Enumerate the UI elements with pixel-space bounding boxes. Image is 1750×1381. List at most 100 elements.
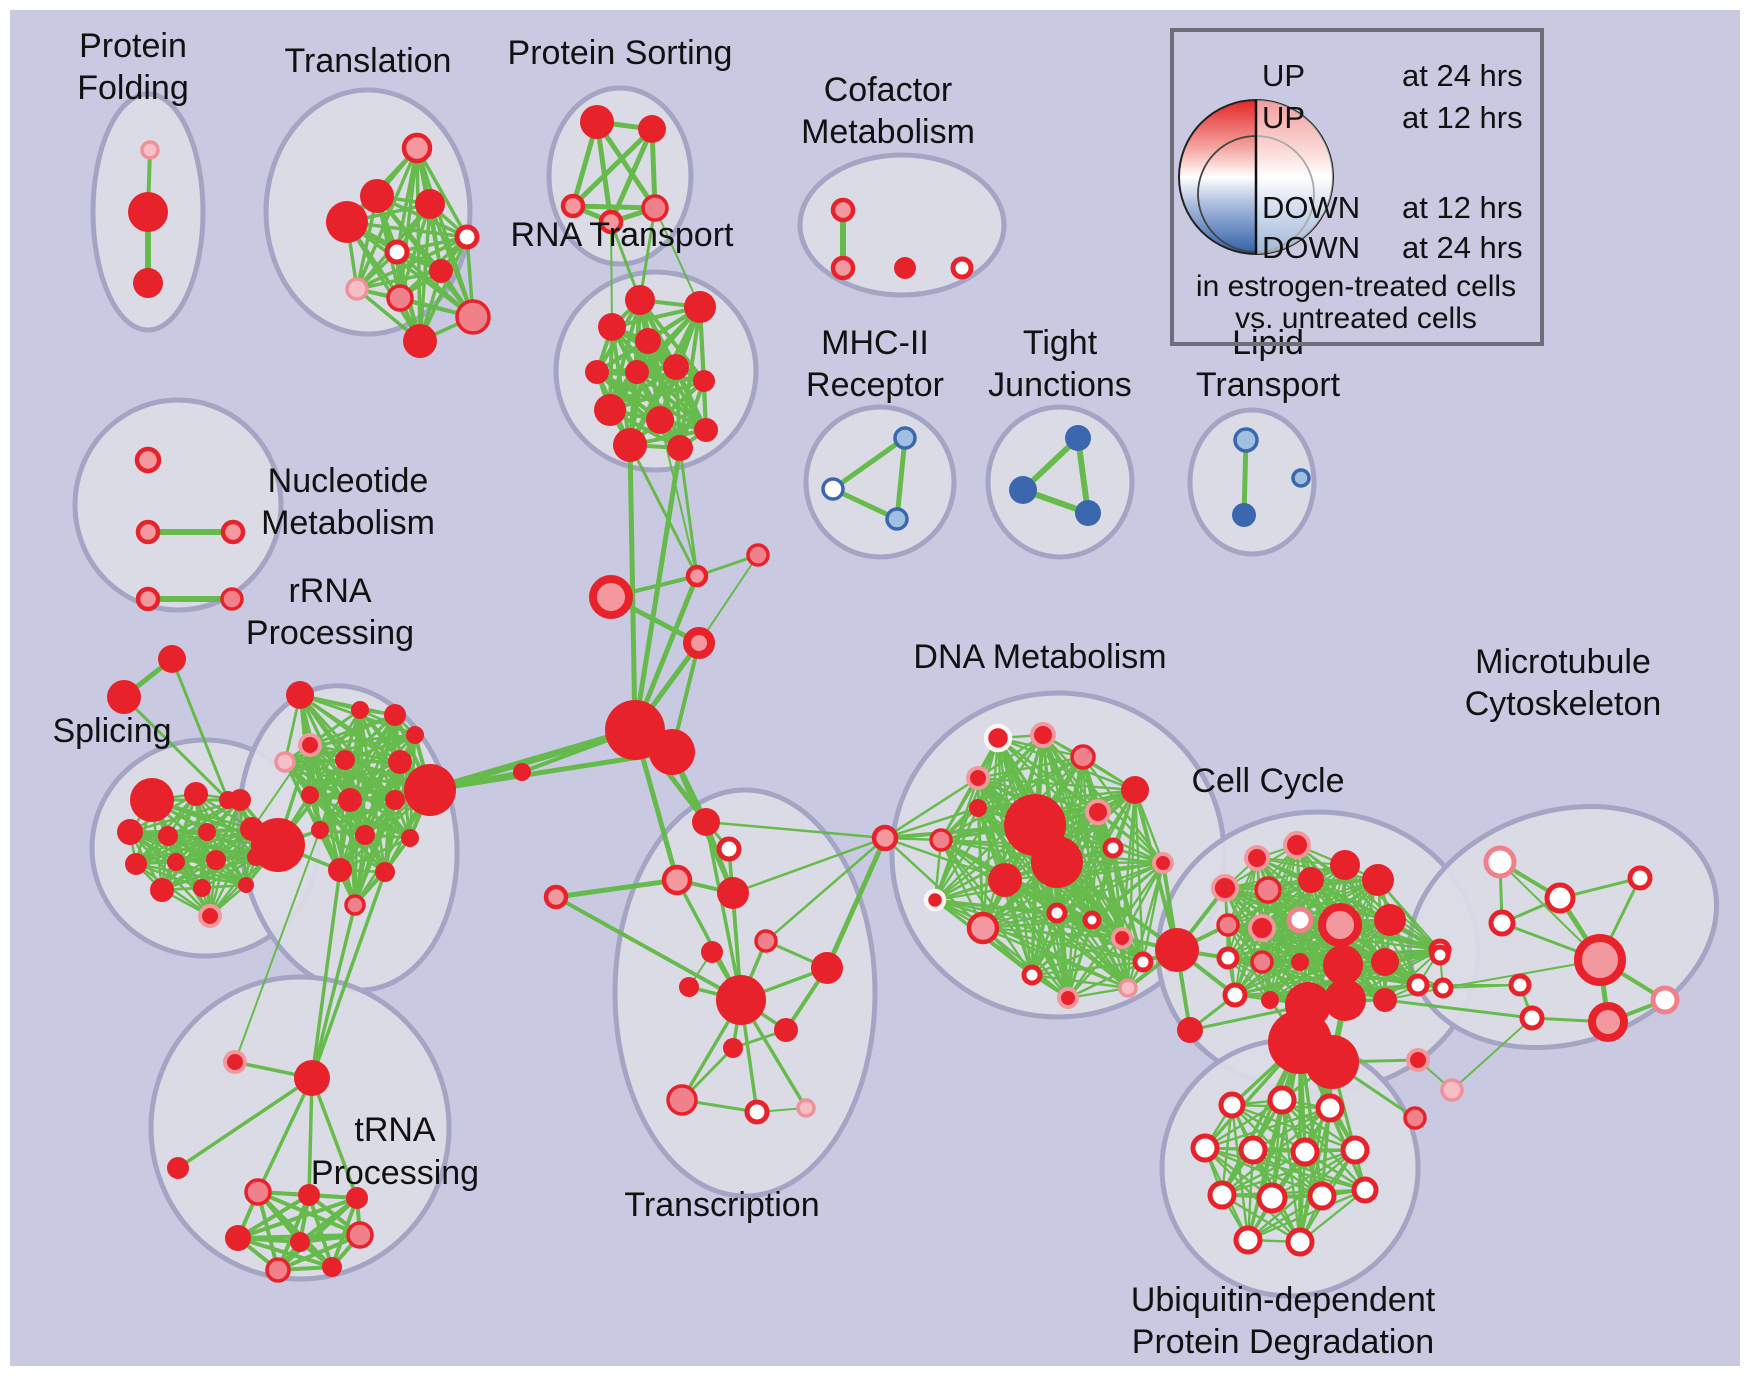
network-node <box>198 823 216 841</box>
network-node <box>1238 1135 1268 1165</box>
network-node <box>1307 1181 1337 1211</box>
network-node <box>589 575 633 619</box>
network-node <box>1207 1180 1237 1210</box>
network-node <box>404 764 456 816</box>
network-node <box>625 285 655 315</box>
network-node <box>1216 946 1240 970</box>
network-edge <box>418 235 469 343</box>
network-edge <box>883 836 985 930</box>
network-edge <box>310 903 357 1080</box>
network-edge <box>308 733 417 747</box>
network-node <box>1290 1137 1320 1167</box>
network-node <box>684 291 716 323</box>
network-node <box>286 681 314 709</box>
network-node <box>1283 831 1311 859</box>
network-node <box>638 115 666 143</box>
network-node <box>1031 836 1083 888</box>
network-edge <box>176 1076 314 1170</box>
cluster-label: Ubiquitin-dependent <box>1131 1281 1436 1319</box>
network-node <box>322 1257 342 1277</box>
network-node <box>1429 944 1451 966</box>
network-nodes <box>107 105 1680 1283</box>
network-edge <box>894 435 908 522</box>
network-edge <box>594 119 658 211</box>
network-edge <box>1227 864 1346 959</box>
network-node <box>1508 973 1532 997</box>
network-node <box>1233 427 1259 453</box>
network-edge <box>1230 1103 1250 1242</box>
legend-caption-line1: in estrogen-treated cells <box>1196 270 1516 303</box>
network-node <box>1250 950 1274 974</box>
network-edge <box>276 1193 311 1272</box>
network-edge <box>343 733 417 762</box>
network-edge <box>976 755 1085 780</box>
network-node <box>1318 903 1362 947</box>
network-node <box>694 418 718 442</box>
network-node <box>580 105 614 139</box>
legend-direction-label: DOWN <box>1262 190 1360 225</box>
network-node <box>388 750 412 774</box>
legend-time-label: at 24 hrs <box>1402 230 1523 265</box>
network-node <box>274 751 296 773</box>
network-edge <box>1220 1148 1357 1197</box>
network-node <box>355 825 375 845</box>
network-node <box>754 929 778 953</box>
network-node <box>543 884 569 910</box>
network-node <box>1021 964 1043 986</box>
network-node <box>685 564 709 588</box>
cluster-label: Metabolism <box>801 113 975 151</box>
network-edge <box>1451 1017 1533 1091</box>
cluster-label: rRNA <box>288 572 371 610</box>
network-edge <box>1280 1098 1367 1192</box>
network-edge <box>1003 861 1165 882</box>
network-node <box>1030 722 1056 748</box>
network-node <box>384 239 410 265</box>
network-edge <box>1299 949 1441 963</box>
network-node <box>1232 503 1256 527</box>
network-node <box>265 1257 291 1283</box>
network-edge <box>939 838 1130 990</box>
network-edge <box>236 1236 334 1269</box>
cluster-ellipse-lipid-transport <box>1187 407 1317 557</box>
network-edge <box>595 370 682 450</box>
network-node <box>871 824 899 852</box>
network-node <box>585 360 609 384</box>
network-node <box>345 277 369 301</box>
network-edge <box>1246 1040 1302 1242</box>
network-node <box>220 587 244 611</box>
network-node <box>723 1038 743 1058</box>
cluster-label: Processing <box>246 614 414 652</box>
network-edge <box>355 269 443 291</box>
cluster-label: Processing <box>311 1154 479 1192</box>
network-edge <box>1442 984 1521 989</box>
network-node <box>830 197 856 223</box>
network-node <box>666 1084 698 1116</box>
network-edge <box>276 1233 362 1272</box>
network-node <box>613 428 647 462</box>
network-node <box>133 268 163 298</box>
network-node <box>966 911 1000 945</box>
legend-direction-label: DOWN <box>1262 230 1360 265</box>
network-node <box>1403 1106 1427 1130</box>
network-edge <box>731 836 887 895</box>
legend: UP at 24 hrs UP at 12 hrs DOWN at 12 hrs DOWN a… <box>1170 28 1544 346</box>
network-node <box>344 894 366 916</box>
network-node <box>429 259 453 283</box>
network-node <box>206 850 226 870</box>
network-edge <box>883 836 1007 882</box>
network-edge <box>1090 918 1130 990</box>
network-edge <box>1246 1188 1367 1242</box>
cluster-label: Cytoskeleton <box>1465 685 1662 723</box>
network-edge <box>1224 864 1346 889</box>
network-node <box>893 426 917 450</box>
network-node <box>238 877 254 893</box>
cluster-label: DNA Metabolism <box>913 638 1166 676</box>
network-node <box>513 763 531 781</box>
network-edge <box>883 776 980 840</box>
network-node <box>1305 1035 1359 1089</box>
network-node <box>107 680 141 714</box>
network-node <box>1009 476 1037 504</box>
network-node <box>1330 850 1360 880</box>
